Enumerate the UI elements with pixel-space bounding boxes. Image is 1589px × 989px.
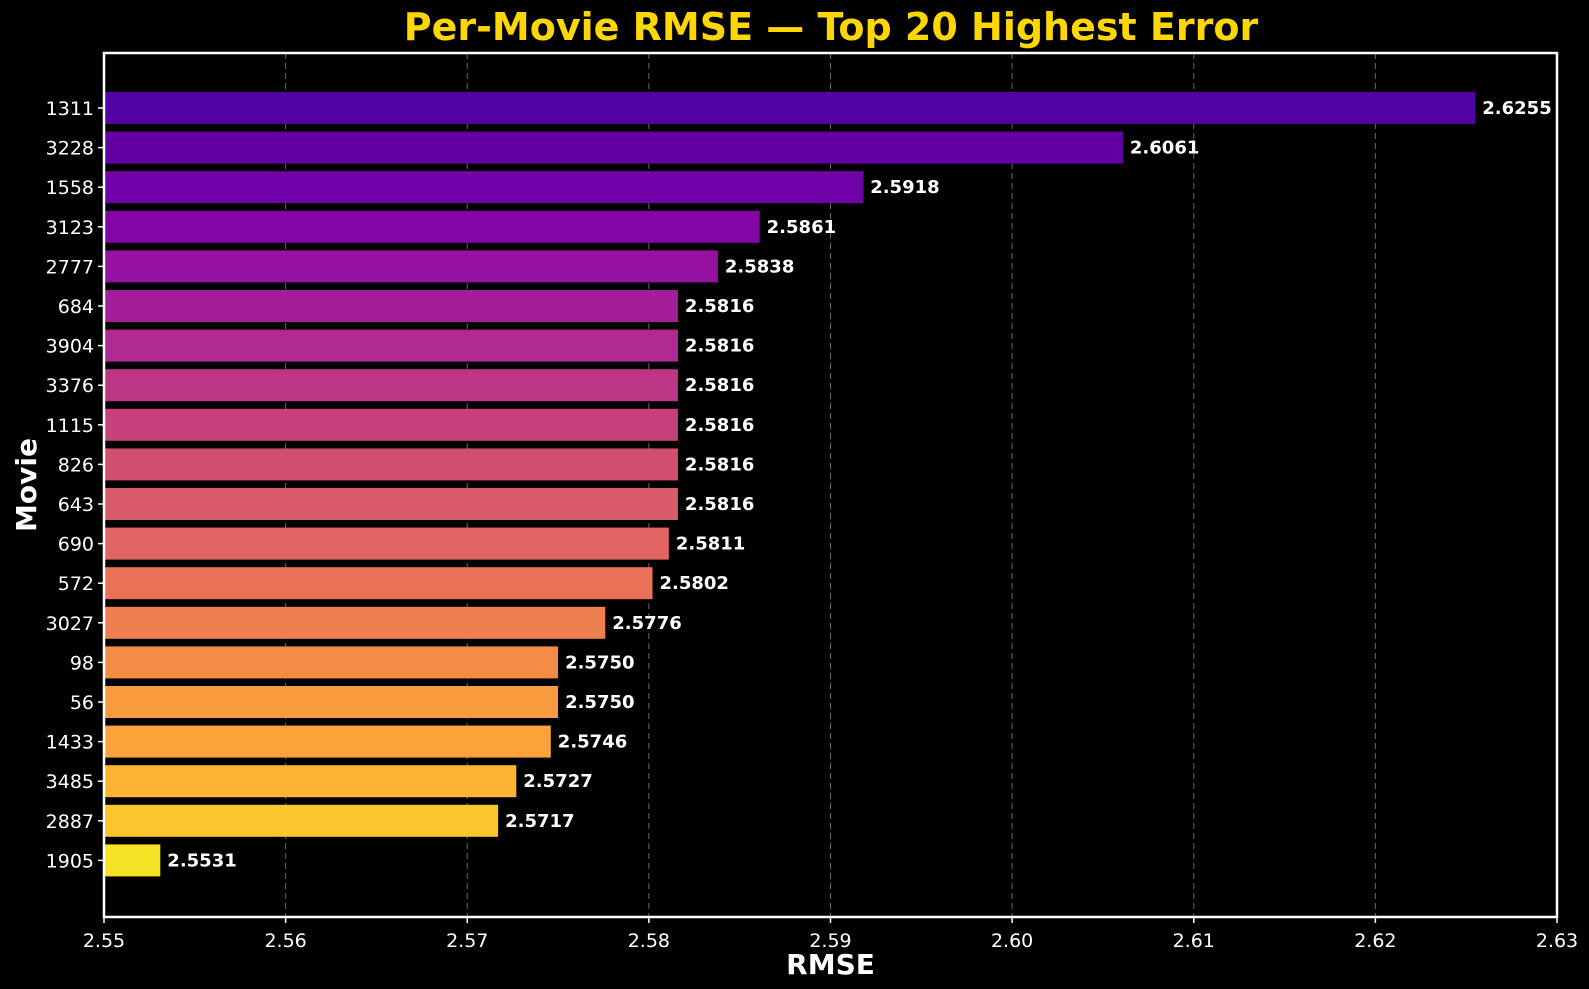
y-tick-label: 56 <box>70 692 94 714</box>
value-label: 2.5861 <box>767 217 836 238</box>
value-label: 2.5816 <box>685 494 754 515</box>
y-tick-label: 826 <box>58 454 94 476</box>
value-label: 2.5816 <box>685 415 754 436</box>
y-tick-label: 3485 <box>46 771 94 793</box>
y-tick-label: 3027 <box>46 613 94 635</box>
value-label: 2.6061 <box>1130 138 1199 159</box>
value-label: 2.5750 <box>565 652 634 673</box>
bar-movie-643 <box>105 488 678 520</box>
value-label: 2.5816 <box>685 375 754 396</box>
value-label: 2.5717 <box>505 811 574 832</box>
y-tick-label: 684 <box>58 296 94 318</box>
y-tick-label: 2777 <box>46 256 94 278</box>
bar-movie-1115 <box>105 408 678 441</box>
bar-movie-684 <box>105 290 678 322</box>
value-label: 2.5727 <box>523 771 592 792</box>
value-label: 2.5816 <box>685 454 754 475</box>
bar-movie-98 <box>105 646 559 679</box>
x-tick-label: 2.58 <box>628 930 670 952</box>
value-label: 2.5750 <box>565 692 634 713</box>
plot-frame <box>102 51 1559 919</box>
value-label: 2.5838 <box>725 256 794 277</box>
bars <box>105 92 1476 877</box>
bar-movie-3485 <box>105 765 517 798</box>
value-label: 2.5816 <box>685 336 754 357</box>
chart-title: Per-Movie RMSE — Top 20 Highest Error <box>404 5 1259 49</box>
value-label: 2.5746 <box>558 732 627 753</box>
bar-movie-3904 <box>105 329 678 362</box>
value-label: 2.5531 <box>167 850 236 871</box>
value-labels: 2.6255 2.6061 2.5918 2.5861 2.5838 2.5816 2.58… <box>167 98 1551 871</box>
x-tick-label: 2.63 <box>1536 930 1578 952</box>
x-tick-label: 2.57 <box>446 930 488 952</box>
bar-movie-2777 <box>105 250 718 283</box>
x-tick-label: 2.62 <box>1354 930 1396 952</box>
bar-movie-1433 <box>105 725 551 758</box>
value-label: 2.5802 <box>660 573 729 594</box>
x-tick-label: 2.56 <box>264 930 306 952</box>
bar-movie-3228 <box>105 131 1123 164</box>
value-label: 2.5811 <box>676 534 745 555</box>
y-tick-label: 3904 <box>46 336 94 358</box>
y-tick-labels: 1311 3228 1558 3123 2777 684 3904 3376 1115 826 64… <box>46 98 104 872</box>
bar-movie-690 <box>105 527 669 560</box>
bar-movie-56 <box>105 686 559 718</box>
value-label: 2.5776 <box>612 613 681 634</box>
x-tick-label: 2.55 <box>83 930 125 952</box>
y-tick-label: 3228 <box>46 138 94 160</box>
y-tick-label: 3376 <box>46 375 94 397</box>
value-label: 2.5816 <box>685 296 754 317</box>
y-tick-label: 2887 <box>46 811 94 833</box>
y-tick-label: 1311 <box>46 98 94 120</box>
bar-movie-2887 <box>105 804 499 837</box>
y-tick-label: 1115 <box>46 415 94 437</box>
y-tick-label: 3123 <box>46 217 94 239</box>
x-tick-label: 2.60 <box>991 930 1033 952</box>
y-tick-label: 690 <box>58 534 94 556</box>
bar-movie-3123 <box>105 210 760 243</box>
bar-movie-3376 <box>105 369 678 402</box>
bar-movie-1558 <box>105 171 864 204</box>
bar-movie-1311 <box>105 92 1476 124</box>
y-tick-label: 1558 <box>46 177 94 199</box>
x-axis-label: RMSE <box>786 948 875 981</box>
bar-movie-1905 <box>105 844 161 877</box>
x-tick-label: 2.59 <box>809 930 851 952</box>
value-label: 2.5918 <box>870 177 939 198</box>
y-tick-label: 643 <box>58 494 94 516</box>
bar-movie-3027 <box>105 606 606 639</box>
y-tick-label: 1433 <box>46 732 94 754</box>
y-axis-label: Movie <box>10 438 43 532</box>
y-tick-label: 98 <box>70 652 94 674</box>
value-label: 2.6255 <box>1482 98 1551 119</box>
bar-movie-572 <box>105 567 653 600</box>
x-tick-labels: 2.55 2.56 2.57 2.58 2.59 2.60 2.61 2.62 2.63 <box>83 917 1578 952</box>
x-tick-label: 2.61 <box>1173 930 1215 952</box>
y-tick-label: 572 <box>58 573 94 595</box>
bar-movie-826 <box>105 448 678 481</box>
y-tick-label: 1905 <box>46 850 94 872</box>
